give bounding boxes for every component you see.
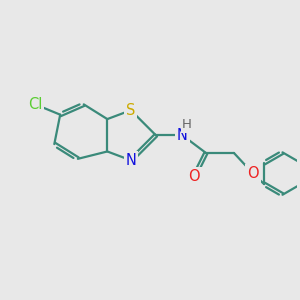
Text: N: N [177, 128, 188, 143]
Text: O: O [247, 166, 259, 181]
Text: Cl: Cl [28, 97, 42, 112]
Text: S: S [126, 103, 136, 118]
Text: H: H [182, 118, 192, 131]
Text: O: O [188, 169, 200, 184]
Text: N: N [125, 153, 136, 168]
